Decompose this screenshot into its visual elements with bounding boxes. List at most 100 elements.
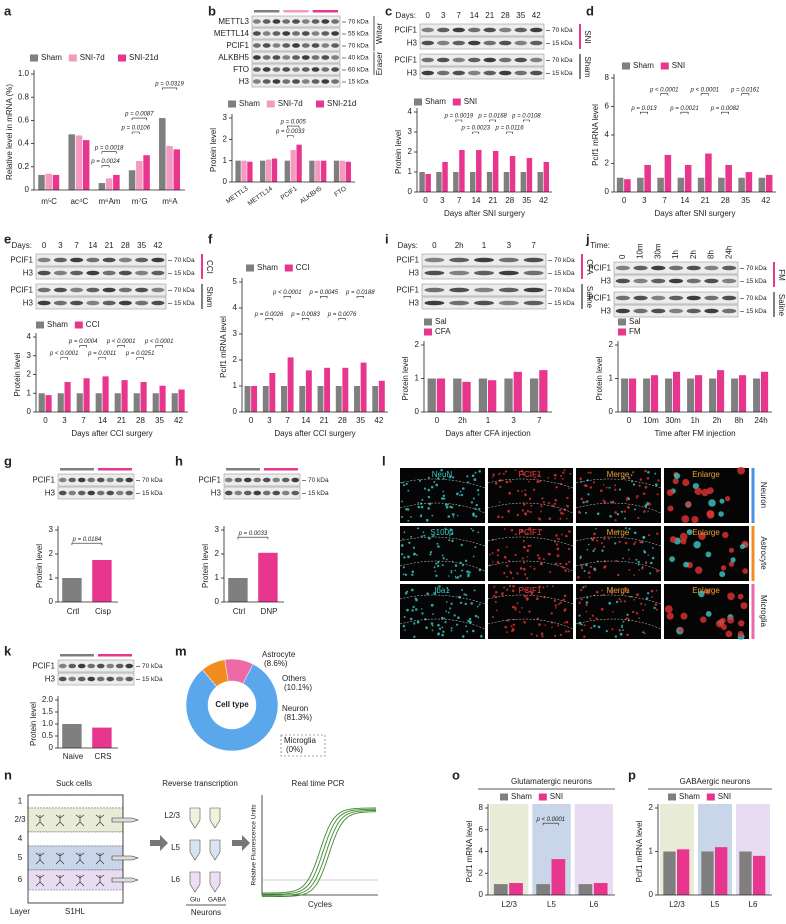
tube: [189, 871, 201, 893]
cell-dot: [553, 473, 557, 477]
cell-dot: [429, 553, 432, 556]
cortex-layer: [27, 869, 124, 891]
cell-dot: [528, 497, 532, 501]
neuron-type: GABA: [208, 897, 227, 904]
cell-dot: [620, 600, 622, 603]
cell-dot: [639, 540, 643, 544]
legend-label: SNI-7d: [278, 99, 303, 108]
legend-swatch: [500, 793, 508, 801]
bar: [228, 578, 248, 602]
cell-dot: [452, 516, 455, 518]
cell-dot: [461, 564, 464, 567]
cell-dot: [475, 503, 478, 507]
cell-dot: [512, 584, 515, 588]
blot-band: [321, 67, 330, 72]
kda-label: 70 kDa: [552, 57, 573, 64]
blot-band: [96, 663, 105, 669]
timepoint: 30m: [653, 243, 662, 259]
protein-label: FTO: [233, 65, 249, 74]
y-axis-label: Protein level: [394, 130, 403, 174]
y-axis-label: Relative level in mRNA (%): [5, 84, 14, 180]
channel-label: Merge: [607, 586, 630, 595]
y-tick-label: 2: [415, 340, 420, 349]
timepoint: 21: [105, 241, 114, 250]
cell-dot: [551, 504, 555, 507]
blot-band: [633, 265, 648, 271]
cell-dot: [648, 534, 651, 537]
tube-label: L6: [171, 875, 180, 884]
cell-dot: [450, 571, 453, 574]
bracket-label: Writer: [375, 23, 384, 45]
x-tick-label: ALKBH5: [299, 185, 324, 205]
bar: [57, 393, 64, 412]
cell-dot: [451, 539, 454, 543]
cell-dot: [580, 629, 584, 632]
kda-label: 15 kDa: [746, 278, 767, 285]
cell-dot: [595, 617, 598, 620]
cell-dot: [410, 588, 414, 592]
cell-dot: [436, 542, 439, 545]
cell-dot: [453, 614, 456, 617]
cell-dot: [528, 610, 531, 613]
x-tick-label: 21: [701, 196, 710, 205]
tube: [189, 807, 201, 829]
legend-label: SNI-7d: [80, 53, 105, 62]
bar: [637, 177, 644, 192]
x-tick-label: 3: [511, 416, 516, 425]
cell-dot: [526, 556, 529, 558]
donut-slice: [202, 669, 217, 687]
cell-dot: [582, 586, 585, 589]
x-tick-label: 14: [301, 416, 310, 425]
x-axis-label: Days after SNI surgery: [444, 209, 525, 218]
cell-dot: [648, 502, 652, 506]
cell-dot: [442, 630, 445, 633]
y-tick-label: 0.2: [18, 162, 30, 171]
y-tick-label: 2: [649, 803, 654, 812]
flow-arrow: [232, 835, 250, 851]
channel-label: NeuN: [432, 470, 453, 479]
blot-band: [449, 287, 470, 293]
cell-dot: [666, 489, 674, 496]
blot-band: [262, 490, 271, 496]
cell-dot: [403, 484, 406, 487]
y-tick-label: 8: [605, 73, 610, 82]
cell-dot: [547, 552, 550, 555]
cell-dot: [592, 481, 596, 484]
cell-dot: [646, 477, 650, 480]
side-label: Sham: [583, 57, 592, 78]
pcr-y-label: Relative Fluorescence Units: [251, 804, 258, 886]
legend-label: Sham: [41, 53, 62, 62]
cell-dot: [529, 510, 532, 514]
x-tick-label: 21: [117, 416, 126, 425]
cell-dot: [551, 626, 553, 629]
legend-label: SNI-21d: [129, 53, 158, 62]
legend-swatch: [228, 100, 236, 108]
cell-dot: [521, 509, 525, 512]
cell-dot: [421, 608, 423, 610]
cell-dot: [616, 513, 620, 516]
cell-dot: [627, 505, 629, 508]
channel-label: PCIF1: [519, 586, 542, 595]
cell-dot: [472, 529, 474, 532]
cell-dot: [694, 487, 702, 495]
bar: [260, 160, 266, 182]
cell-dot: [452, 476, 455, 479]
timepoint: 2h: [455, 241, 464, 250]
cell-dot: [725, 496, 731, 502]
tube: [209, 807, 221, 829]
y-tick-label: 0: [479, 890, 484, 899]
cell-dot: [432, 534, 435, 538]
cell-dot: [536, 480, 539, 484]
bar: [738, 177, 745, 192]
cell-dot: [435, 562, 438, 565]
bar: [677, 849, 690, 895]
cell-dot: [722, 531, 729, 539]
cell-dot: [695, 566, 703, 574]
y-tick-label: 2: [609, 340, 614, 349]
channel-label: PCIF1: [519, 470, 542, 479]
kda-label: 70 kDa: [142, 663, 163, 670]
cell-dot: [708, 499, 716, 507]
cell-dot: [554, 607, 557, 609]
bar: [287, 357, 294, 412]
blot-band: [722, 308, 737, 314]
